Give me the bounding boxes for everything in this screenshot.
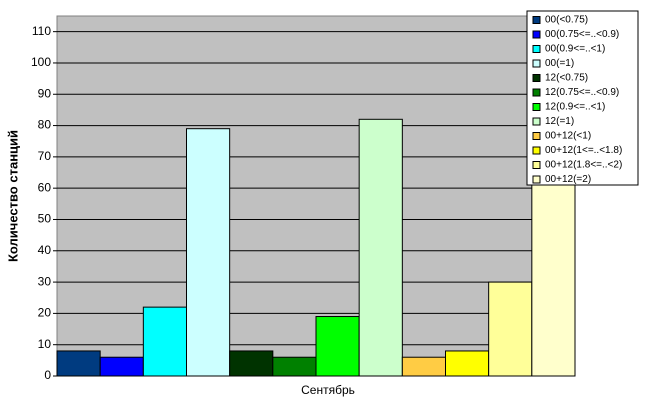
bar	[142, 306, 187, 377]
bar	[488, 281, 533, 377]
y-tick-label: 70	[38, 149, 52, 163]
y-tick-label: 110	[32, 24, 51, 38]
bar	[186, 128, 231, 377]
legend-label: 00(0.9<=..<1)	[545, 44, 605, 55]
legend-label: 00+12(1.8<=..<2)	[545, 160, 622, 171]
bar	[445, 350, 490, 377]
bar	[401, 356, 447, 377]
legend-label: 00+12(1<=..<1.8)	[545, 145, 622, 156]
x-tick-label: Сентябрь	[301, 383, 355, 397]
legend-label: 12(0.9<=..<1)	[545, 102, 605, 113]
y-tick-label: 40	[38, 243, 52, 257]
bar	[229, 350, 274, 377]
y-axis-label: Количество станций	[5, 130, 20, 262]
bar	[315, 316, 360, 377]
legend-swatch	[532, 146, 541, 155]
y-tick-label: 100	[31, 55, 51, 69]
legend-label: 12(=1)	[545, 116, 574, 127]
legend-label: 12(0.75<=..<0.9)	[545, 87, 619, 98]
bar	[358, 118, 403, 377]
legend-swatch	[532, 161, 541, 169]
legend-swatch	[532, 16, 541, 24]
legend-label: 00(0.75<=..<0.9)	[545, 29, 619, 40]
legend-swatch	[532, 88, 541, 97]
bar	[272, 356, 317, 377]
bar	[56, 350, 101, 377]
y-tick-label: 60	[38, 180, 52, 194]
legend-label: 00(<0.75)	[545, 15, 588, 26]
y-tick-label: 0	[44, 368, 51, 382]
legend-box	[526, 10, 639, 186]
legend-label: 12(<0.75)	[545, 73, 588, 84]
legend-label: 00+12(<1)	[545, 131, 591, 142]
bar	[99, 356, 144, 377]
y-tick-label: 20	[38, 306, 52, 320]
legend-label: 00(=1)	[545, 58, 574, 69]
legend-swatch	[532, 30, 541, 39]
legend-swatch	[532, 74, 541, 82]
y-tick-label: 30	[38, 274, 52, 288]
legend-label: 00+12(=2)	[545, 174, 591, 185]
legend-swatch	[532, 175, 541, 184]
legend-swatch	[532, 45, 541, 53]
legend-swatch	[532, 132, 541, 140]
y-tick-label: 90	[38, 86, 52, 100]
legend-swatch	[532, 117, 541, 126]
legend-swatch	[532, 59, 541, 68]
y-tick-label: 50	[38, 212, 52, 226]
y-tick-label: 80	[38, 118, 52, 132]
bar	[531, 172, 576, 377]
legend-swatch	[532, 103, 541, 111]
y-tick-label: 10	[38, 337, 52, 351]
